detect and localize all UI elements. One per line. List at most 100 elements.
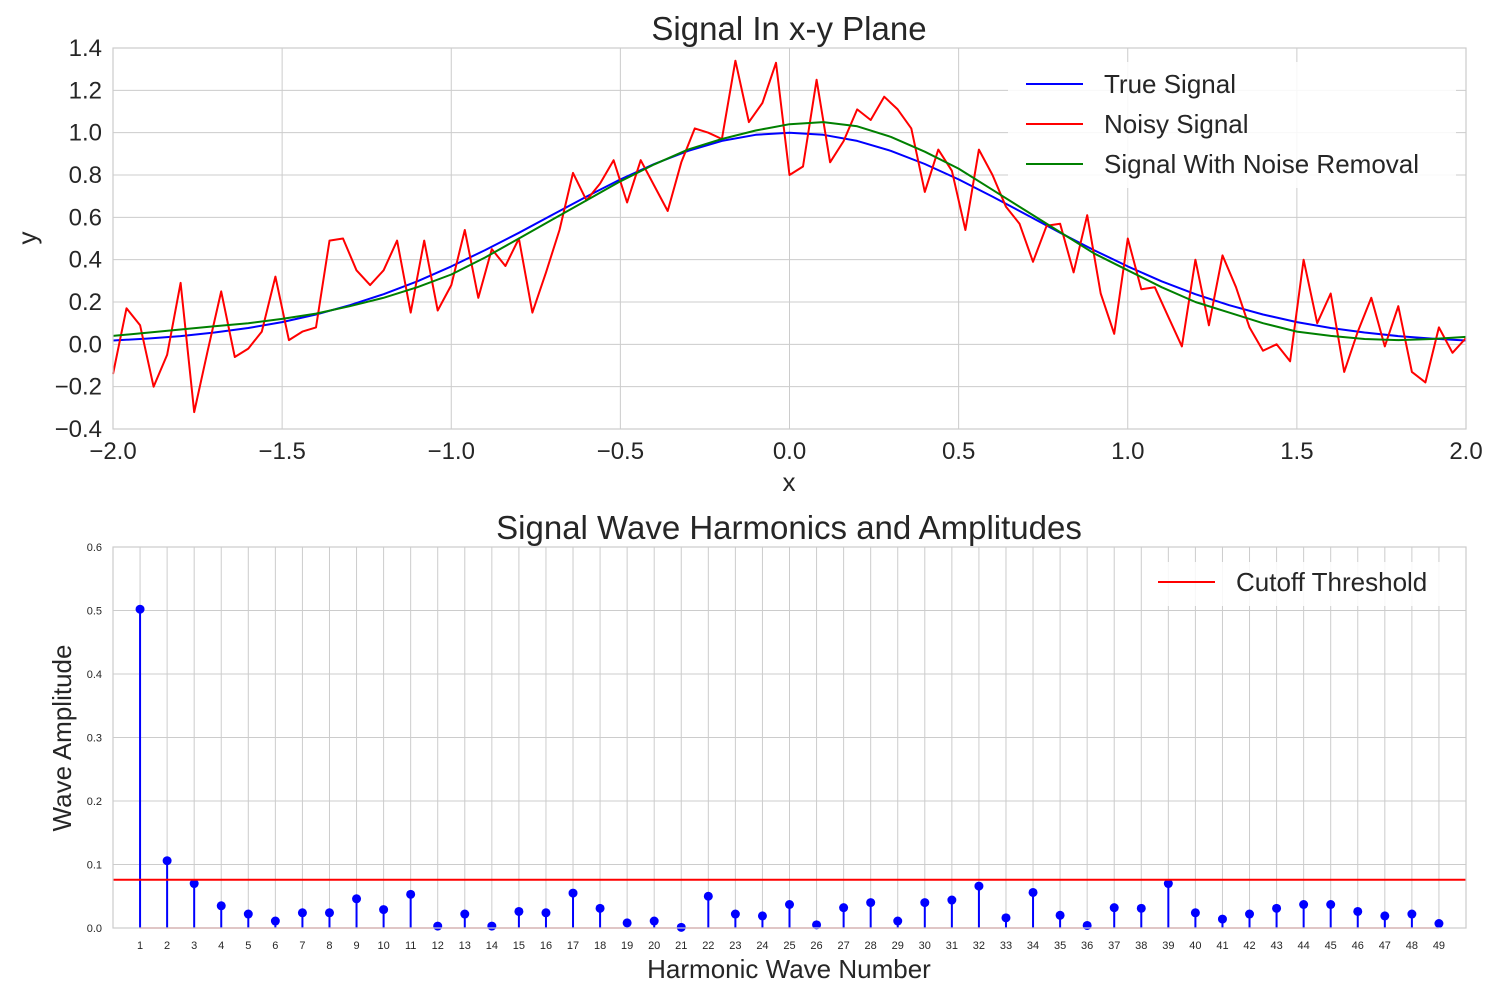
stem-marker [1407,909,1417,919]
stem-marker [135,604,145,614]
x-axis-label: x [783,467,796,497]
x-tick-label: 49 [1433,940,1445,952]
x-tick-label: 41 [1216,940,1228,952]
legend-entry: Noisy Signal [1104,109,1249,139]
x-tick-label: 32 [973,940,985,952]
stem-marker [1245,909,1255,919]
x-tick-label: 1.0 [1111,438,1144,465]
x-tick-label: 43 [1270,940,1282,952]
stem-marker [216,901,226,911]
stem-marker [812,920,822,930]
chart-title: Signal Wave Harmonics and Amplitudes [496,509,1082,546]
x-tick-label: 45 [1325,940,1337,952]
x-tick-label: 4 [218,940,224,952]
stem-marker [568,888,578,898]
stem-marker [514,906,524,916]
stem-marker [379,905,389,915]
stem-marker [893,916,903,926]
stem-marker [270,916,280,926]
x-tick-label: 18 [594,940,606,952]
x-tick-label: 0.0 [773,438,806,465]
stem-marker [1353,906,1363,916]
y-tick-label: 1.4 [69,35,102,62]
stem-marker [1299,900,1309,910]
stem-marker [1272,903,1282,913]
stem-marker [595,903,605,913]
y-tick-label: 0.2 [87,796,102,808]
stem-marker [189,879,199,889]
y-axis-label: y [12,232,42,245]
legend-entry: True Signal [1104,69,1236,99]
stem-marker [1163,879,1173,889]
x-tick-label: 26 [810,940,822,952]
stem-marker [352,894,362,904]
stem-marker [324,908,334,918]
y-tick-label: 0.8 [69,162,102,189]
x-tick-label: 21 [675,940,687,952]
stem-marker [920,898,930,908]
stem-marker [703,891,713,901]
series-lines [112,59,1467,414]
y-tick-label: 0.3 [87,733,102,745]
x-tick-label: 1 [137,940,143,952]
y-tick-label: −0.2 [55,374,102,401]
x-tick-label: 1.5 [1280,438,1313,465]
stem-marker [433,921,443,931]
stem-marker [487,921,497,931]
x-tick-labels: −2.0 −1.5 −1.0 −0.5 0.0 0.5 1.0 1.5 2.0 [89,438,1482,465]
legend: Cutoff Threshold [1142,562,1456,606]
stem-marker [866,898,876,908]
stem-marker [839,903,849,913]
x-tick-label: 14 [486,940,498,952]
x-tick-label: 31 [946,940,958,952]
chart-title: Signal In x-y Plane [651,10,926,47]
x-tick-label: 24 [756,940,768,952]
stem-marker [1190,908,1200,918]
stem-marker [676,922,686,932]
stem-marker [649,916,659,926]
x-tick-label: 23 [729,940,741,952]
stem-marker [1380,911,1390,921]
stem-marker [974,881,984,891]
x-tick-label: −1.5 [258,438,305,465]
x-tick-label: 29 [892,940,904,952]
x-tick-label: 42 [1243,940,1255,952]
y-tick-labels: 0.0 0.1 0.2 0.3 0.4 0.5 0.6 [87,542,102,935]
y-tick-label: 0.0 [87,923,102,935]
stem-marker [1055,910,1065,920]
stem-marker [162,856,172,866]
x-tick-label: 17 [567,940,579,952]
stem-marker [1136,903,1146,913]
x-tick-label: 16 [540,940,552,952]
x-tick-label: 30 [919,940,931,952]
stem-marker [541,908,551,918]
x-tick-label: −2.0 [89,438,136,465]
signal-chart: Signal In x-y Plane −2.0 −1.5 −1.0 −0.5 0.0 0… [12,10,1483,497]
stem-marker [1434,919,1444,929]
x-tick-label: 46 [1352,940,1364,952]
legend-entry: Cutoff Threshold [1236,567,1427,597]
y-tick-label: 0.6 [87,542,102,554]
stem-marker [1028,887,1038,897]
x-tick-labels: 1 2 3 4 5 6 7 8 9 10 11 12 13 14 15 16 17 18 19 20 21 22 23 24 2… [137,940,1445,952]
x-tick-label: −0.5 [597,438,644,465]
stem-marker [406,889,416,899]
stem-marker [622,918,632,928]
x-tick-label: 25 [783,940,795,952]
x-tick-label: 13 [459,940,471,952]
x-tick-label: 6 [272,940,278,952]
y-tick-labels: −0.4 −0.2 0.0 0.2 0.4 0.6 0.8 1.0 1.2 1.4 [55,35,102,443]
x-tick-label: 27 [837,940,849,952]
x-tick-label: 11 [405,940,416,952]
y-tick-label: 0.1 [87,860,102,872]
stem-marker [730,909,740,919]
x-tick-label: 20 [648,940,660,952]
plot-frame [112,546,1467,929]
x-tick-label: 7 [299,940,305,952]
plot-frame [112,47,1467,430]
stem-marker [243,909,253,919]
stem-marker [460,909,470,919]
stem-marker [1109,903,1119,913]
x-tick-label: 33 [1000,940,1012,952]
